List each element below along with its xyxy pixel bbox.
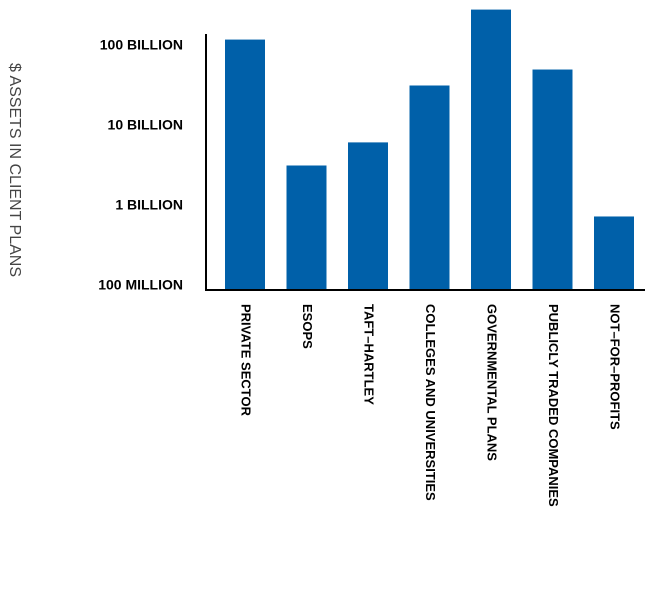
bar bbox=[532, 69, 573, 290]
x-tick-label: ESOPS bbox=[300, 304, 315, 349]
bar bbox=[225, 39, 265, 290]
bar bbox=[409, 85, 450, 291]
bar bbox=[348, 142, 388, 290]
x-tick-label: PRIVATE SECTOR bbox=[239, 304, 254, 417]
bar bbox=[594, 216, 634, 290]
y-tick-label: 100 BILLION bbox=[100, 37, 183, 53]
y-tick-label: 1 BILLION bbox=[115, 197, 183, 213]
x-tick-label: GOVERNMENTAL PLANS bbox=[485, 304, 500, 461]
x-tick-label: PUBLICLY TRADED COMPANIES bbox=[546, 304, 561, 507]
x-tick-label: COLLEGES AND UNIVERSITIES bbox=[423, 304, 438, 501]
y-axis-label: $ ASSETS IN CLIENT PLANS bbox=[6, 63, 23, 277]
x-tick-labels: PRIVATE SECTOR ESOPS TAFT–HARTLEY COLLEGES … bbox=[239, 304, 623, 507]
y-tick-label: 10 BILLION bbox=[108, 117, 183, 133]
bar bbox=[471, 9, 511, 290]
x-tick-label: NOT–FOR–PROFITS bbox=[608, 304, 623, 430]
y-tick-labels: 100 MILLION 1 BILLION 10 BILLION 100 BILLIO… bbox=[98, 37, 183, 293]
bar bbox=[286, 165, 327, 290]
x-tick-label: TAFT–HARTLEY bbox=[362, 304, 377, 405]
bars bbox=[225, 9, 634, 291]
y-tick-label: 100 MILLION bbox=[98, 277, 183, 293]
